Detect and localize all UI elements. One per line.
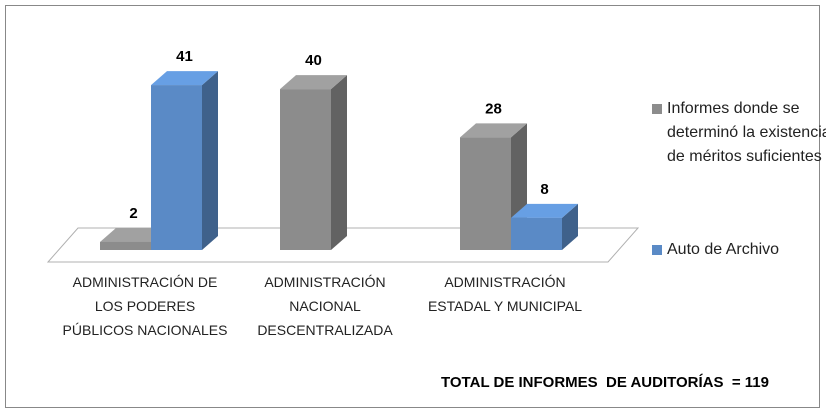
bar-top: [511, 203, 578, 218]
bar-front: [280, 89, 331, 250]
bar-side: [562, 203, 578, 250]
bar-front: [100, 241, 151, 250]
data-label: 41: [176, 48, 193, 65]
x-tick-label: ADMINISTRACIÓN DE LOS PODERES PÚBLICOS N…: [62, 274, 228, 338]
bar-top: [280, 75, 347, 90]
bar-front: [151, 85, 202, 250]
bar-top: [151, 71, 218, 86]
bar: [280, 75, 347, 250]
bar: [511, 203, 578, 250]
legend-label: Auto de Archivo: [667, 241, 780, 258]
x-tick-label: ADMINISTRACIÓN ESTADAL Y MUNICIPAL: [427, 274, 583, 314]
data-label: 40: [305, 52, 322, 69]
bar-top: [100, 227, 167, 242]
legend-swatch: [652, 245, 662, 255]
data-label: 8: [540, 181, 548, 198]
chart-border: [5, 5, 820, 408]
legend-label: Informes donde se determinó la existenci…: [667, 100, 826, 165]
bar-side: [331, 75, 347, 250]
bar-front: [460, 137, 511, 250]
bar-front: [511, 217, 562, 250]
bar-side: [202, 71, 218, 250]
bar-top: [460, 123, 527, 138]
data-label: 28: [485, 100, 502, 117]
data-label: 2: [129, 205, 137, 222]
annotation: TOTAL DE INFORMES DE AUDITORÍAS = 119: [441, 374, 769, 391]
legend-swatch: [652, 104, 662, 114]
x-tick-label: ADMINISTRACIÓN NACIONAL DESCENTRALIZADA: [257, 274, 393, 338]
bar: [151, 71, 218, 250]
